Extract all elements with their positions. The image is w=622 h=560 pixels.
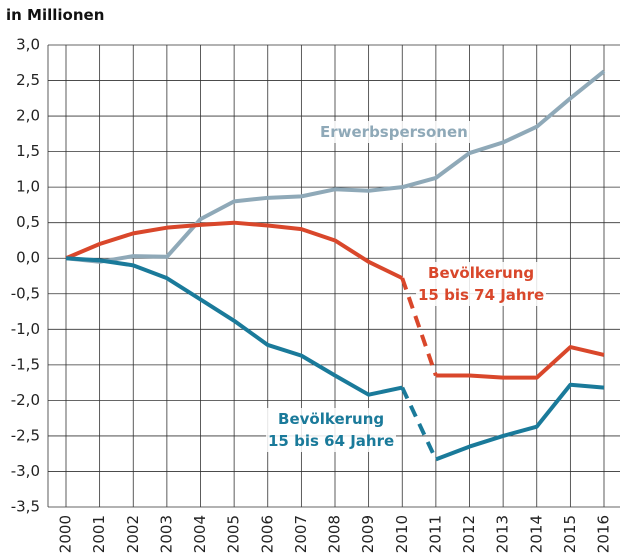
- y-tick-label: 3,0: [16, 36, 40, 54]
- x-tick-label: 2006: [258, 515, 276, 553]
- y-tick-label: -2,0: [11, 391, 40, 409]
- y-tick-label: -0,5: [11, 284, 40, 302]
- x-tick-label: 2004: [191, 515, 209, 553]
- series-line: [400, 386, 438, 461]
- x-tick-label: 2010: [393, 515, 411, 553]
- x-tick-label: 2013: [494, 515, 512, 553]
- x-tick-label: 2014: [527, 515, 545, 553]
- y-tick-label: -1,5: [11, 355, 40, 373]
- x-tick-label: 2016: [595, 515, 613, 553]
- x-tick-label: 2005: [225, 515, 243, 553]
- series-line: [435, 382, 605, 462]
- series-label: Bevölkerung 15 bis 64 Jahre: [266, 408, 397, 452]
- x-tick-label: 2008: [326, 515, 344, 553]
- series-line: [400, 277, 438, 377]
- x-tick-label: 2011: [426, 515, 444, 553]
- y-tick-label: 0,0: [16, 249, 40, 267]
- x-tick-label: 2000: [57, 515, 75, 553]
- x-tick-label: 2007: [292, 515, 310, 553]
- x-tick-label: 2001: [90, 515, 108, 553]
- series-label: Erwerbspersonen: [318, 121, 470, 143]
- y-tick-label: -2,5: [11, 426, 40, 444]
- y-tick-label: -3,5: [11, 498, 40, 516]
- y-tick-label: 1,0: [16, 178, 40, 196]
- x-tick-label: 2009: [359, 515, 377, 553]
- y-tick-label: 2,5: [16, 71, 40, 89]
- series-line: [65, 256, 403, 397]
- series-line: [435, 345, 605, 380]
- chart-title: in Millionen: [6, 6, 105, 24]
- x-tick-label: 2003: [157, 515, 175, 553]
- x-tick-label: 2002: [124, 515, 142, 553]
- y-tick-label: 2,0: [16, 107, 40, 125]
- series-line: [65, 220, 404, 280]
- y-tick-label: -1,0: [11, 320, 40, 338]
- x-tick-label: 2012: [460, 515, 478, 553]
- y-tick-label: 0,5: [16, 213, 40, 231]
- x-tick-label: 2015: [561, 515, 579, 553]
- y-tick-label: 1,5: [16, 142, 40, 160]
- series-label: Bevölkerung 15 bis 74 Jahre: [416, 262, 547, 306]
- series-line: [65, 69, 606, 264]
- y-tick-label: -3,0: [11, 462, 40, 480]
